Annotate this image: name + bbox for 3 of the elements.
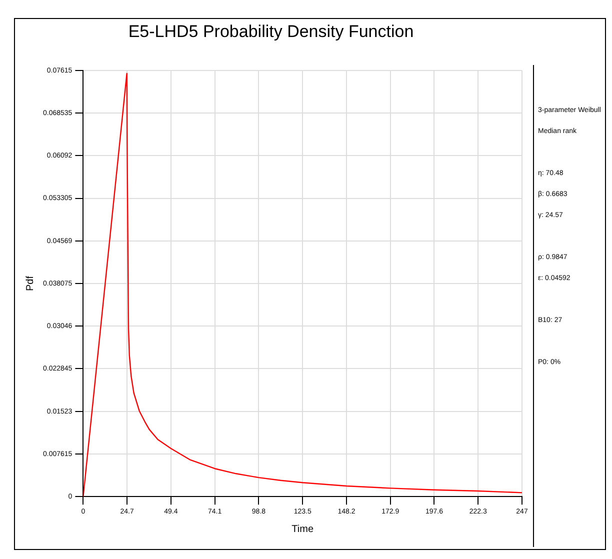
chart-title: E5-LHD5 Probability Density Function: [128, 22, 414, 41]
y-axis-title: Pdf: [24, 276, 36, 292]
x-axis-title: Time: [292, 524, 314, 535]
